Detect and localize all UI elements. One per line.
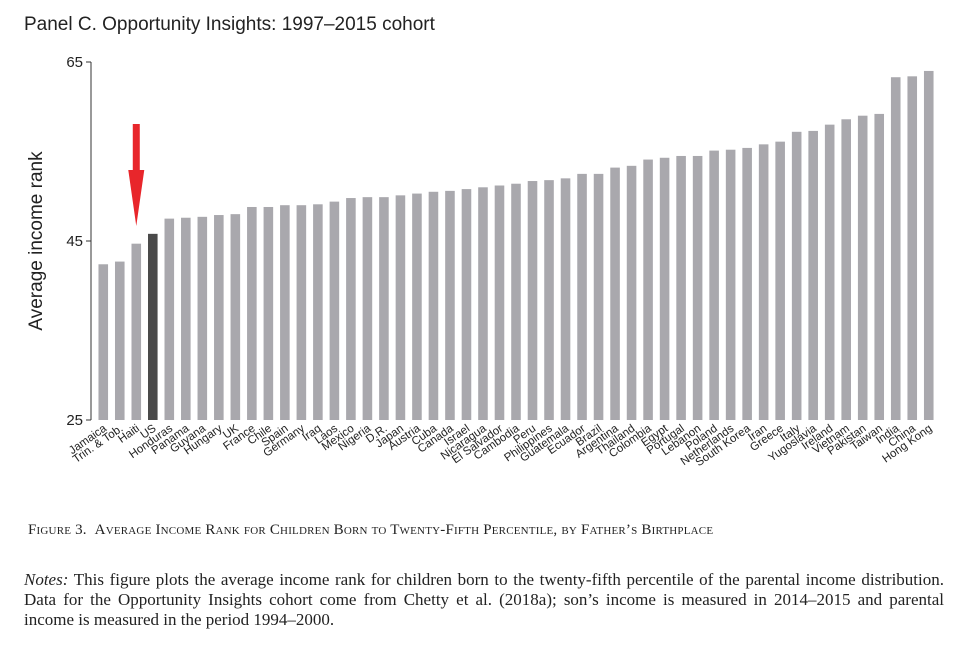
bar-uk [230, 214, 241, 420]
figure-notes: Notes: This figure plots the average inc… [24, 570, 944, 630]
bar-south-korea [742, 147, 752, 421]
bar-guatemala [560, 178, 571, 420]
bar-vietnam [841, 119, 851, 420]
panel-title: Panel C. Opportunity Insights: 1997–2015… [24, 14, 435, 35]
bar-honduras [164, 218, 175, 421]
bar-pakistan [857, 115, 868, 420]
bar-trin-tob [114, 261, 125, 420]
figure-title: Average Income Rank for Children Born to… [94, 522, 714, 538]
bar-iran [758, 144, 769, 420]
bar-argentina [610, 167, 620, 420]
bar-portugal [676, 155, 686, 420]
bar-netherlands [725, 149, 736, 420]
bar-ecuador [577, 173, 587, 421]
bar-peru [527, 181, 538, 420]
bar-austria [412, 193, 422, 420]
bar-hungary [214, 215, 224, 420]
bar-japan [395, 195, 406, 420]
bar-greece [775, 141, 785, 420]
bar-chile [263, 206, 274, 420]
bar-yugoslavia [808, 130, 818, 421]
bar-nigeria [362, 197, 373, 420]
y-tick-label-25: 25 [66, 412, 83, 429]
bar-thailand [626, 165, 637, 420]
bar-spain [280, 205, 290, 420]
axes-group: 25 45 65 Average income rank [26, 54, 92, 429]
bar-philippines [544, 180, 554, 420]
red-arrow-icon [128, 124, 145, 226]
figure-caption: Figure 3. Average Income Rank for Childr… [28, 522, 948, 539]
bar-lebanon [692, 155, 703, 420]
bar-ireland [824, 124, 835, 421]
bar-poland [709, 150, 719, 420]
bar-france [247, 206, 257, 420]
bar-guyana [197, 216, 208, 420]
bar-el-salvador [494, 185, 505, 420]
bar-taiwan [874, 113, 885, 420]
notes-label: Notes: [24, 570, 69, 589]
bar-israel [461, 189, 472, 420]
bar-cambodia [511, 183, 521, 420]
bar-mexico [346, 198, 356, 420]
bar-india [890, 77, 901, 420]
annotation-group [128, 124, 145, 226]
bar-colombia [643, 159, 653, 420]
bar-laos [329, 201, 340, 420]
bars-group [98, 70, 934, 421]
bar-canada [445, 190, 455, 420]
bar-cuba [428, 191, 439, 420]
bar-hong-kong [923, 70, 934, 420]
bar-italy [791, 131, 802, 420]
bar-us [148, 233, 158, 420]
notes-text: This figure plots the average income ran… [24, 570, 944, 629]
bar-brazil [593, 173, 604, 421]
bar-nicaragua [478, 187, 488, 420]
figure-number: Figure 3. [28, 522, 87, 538]
y-axis-title: Average income rank [26, 151, 47, 331]
bar-jamaica [98, 264, 109, 420]
bar-d-r [379, 197, 389, 420]
bar-china [907, 76, 918, 420]
bar-haiti [131, 243, 142, 420]
bar-iraq [313, 204, 323, 420]
bar-germany [296, 205, 307, 420]
y-tick-label-45: 45 [66, 233, 83, 250]
bar-egypt [659, 157, 670, 420]
y-tick-label-65: 65 [66, 54, 83, 71]
bar-panama [181, 217, 191, 420]
